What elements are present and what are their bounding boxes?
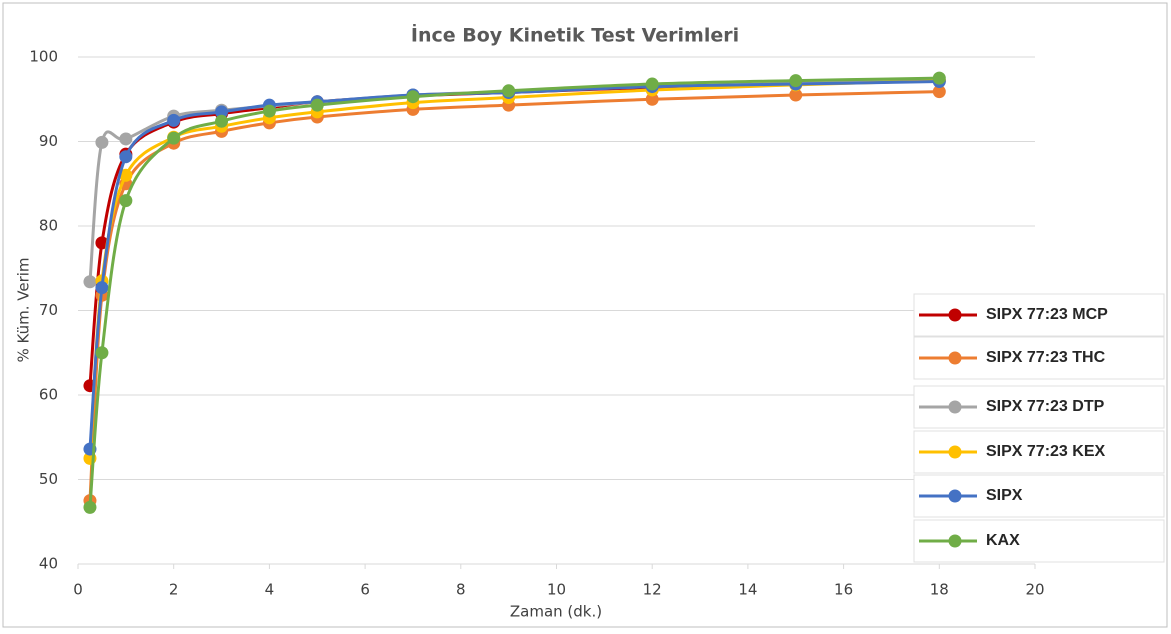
x-tick-label: 4 — [265, 581, 275, 599]
chart-title: İnce Boy Kinetik Test Verimleri — [411, 23, 739, 47]
point — [95, 346, 109, 360]
point — [645, 92, 659, 106]
point — [932, 85, 946, 99]
point — [406, 90, 420, 104]
legend-label: SIPX 77:23 THC — [986, 349, 1106, 366]
y-tick-label: 90 — [39, 132, 58, 150]
point — [95, 281, 109, 295]
x-tick-label: 20 — [1025, 581, 1044, 599]
legend-marker — [948, 534, 962, 548]
legend-label: SIPX — [986, 487, 1023, 504]
y-axis-label: % Küm. Verim — [15, 257, 33, 362]
point — [119, 194, 133, 208]
y-tick-label: 80 — [39, 217, 58, 235]
legend-label: SIPX 77:23 MCP — [986, 306, 1108, 323]
point — [215, 105, 229, 119]
point — [262, 104, 276, 118]
point — [789, 88, 803, 102]
legend-label: SIPX 77:23 DTP — [986, 398, 1105, 415]
point — [95, 236, 109, 250]
series-line — [88, 76, 940, 508]
point — [215, 114, 229, 128]
x-tick-label: 18 — [930, 581, 949, 599]
x-tick-label: 12 — [643, 581, 662, 599]
point — [95, 135, 109, 149]
x-tick-label: 0 — [73, 581, 83, 599]
point — [167, 113, 181, 127]
y-tick-label: 70 — [39, 301, 58, 319]
point — [645, 77, 659, 91]
x-tick-label: 10 — [547, 581, 566, 599]
point — [502, 84, 516, 98]
legend-marker — [948, 400, 962, 414]
legend-marker — [948, 308, 962, 322]
point — [83, 500, 97, 514]
point — [119, 150, 133, 164]
point — [167, 131, 181, 145]
y-tick-label: 50 — [39, 470, 58, 488]
x-tick-label: 2 — [169, 581, 179, 599]
point — [789, 74, 803, 88]
y-tick-label: 40 — [39, 555, 58, 573]
point — [932, 71, 946, 85]
point — [119, 132, 133, 146]
legend-label: KAX — [986, 532, 1020, 549]
x-tick-label: 8 — [456, 581, 466, 599]
x-tick-label: 16 — [834, 581, 853, 599]
series-line — [88, 90, 940, 501]
x-tick-label: 6 — [360, 581, 370, 599]
point — [119, 168, 133, 182]
legend-marker — [948, 351, 962, 365]
series — [83, 71, 946, 514]
x-tick-label: 14 — [738, 581, 757, 599]
y-tick-label: 60 — [39, 386, 58, 404]
x-axis-label: Zaman (dk.) — [510, 603, 602, 621]
point — [83, 275, 97, 289]
legend-marker — [948, 489, 962, 503]
point — [310, 98, 324, 112]
legend-label: SIPX 77:23 KEX — [986, 443, 1106, 460]
y-tick-label: 100 — [29, 48, 58, 66]
series-line — [88, 80, 940, 450]
legend-marker — [948, 445, 962, 459]
